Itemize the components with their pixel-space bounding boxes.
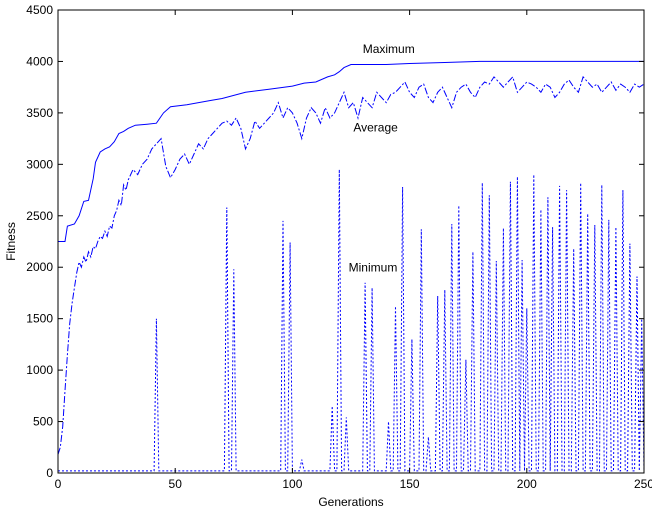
y-tick-label: 1000 — [26, 363, 53, 377]
y-axis-label: Fitness — [4, 222, 18, 261]
plot-lines — [57, 60, 645, 472]
annotation-label: Average — [353, 120, 398, 134]
y-tick-label: 500 — [33, 415, 53, 429]
y-tick-label: 2500 — [26, 209, 53, 223]
axes-frame — [57, 9, 645, 474]
y-tick-label: 0 — [46, 466, 53, 480]
x-tick-label: 100 — [282, 477, 302, 491]
y-tick-label: 2000 — [26, 260, 53, 274]
series-average-line — [57, 75, 645, 455]
axis-ticks: 0 50 100 150 200 2500500100015002000250030003… — [26, 3, 652, 491]
x-axis-label: Generations — [318, 495, 383, 509]
annotations: Maximum Average Minimum — [349, 42, 415, 274]
x-tick-label: 50 — [169, 477, 183, 491]
annotation-label: Minimum — [349, 260, 398, 274]
x-tick-label: 150 — [400, 477, 420, 491]
y-tick-label: 4500 — [26, 3, 53, 17]
x-tick-label: 250 — [634, 477, 652, 491]
annotation-label: Maximum — [363, 42, 415, 56]
y-tick-label: 1500 — [26, 312, 53, 326]
y-tick-label: 3500 — [26, 106, 53, 120]
x-tick-label: 0 — [55, 477, 62, 491]
series-maximum-line — [58, 60, 644, 242]
y-tick-label: 3000 — [26, 157, 53, 171]
series-minimum-line — [58, 169, 645, 472]
y-tick-label: 4000 — [26, 54, 53, 68]
x-tick-label: 200 — [517, 477, 537, 491]
